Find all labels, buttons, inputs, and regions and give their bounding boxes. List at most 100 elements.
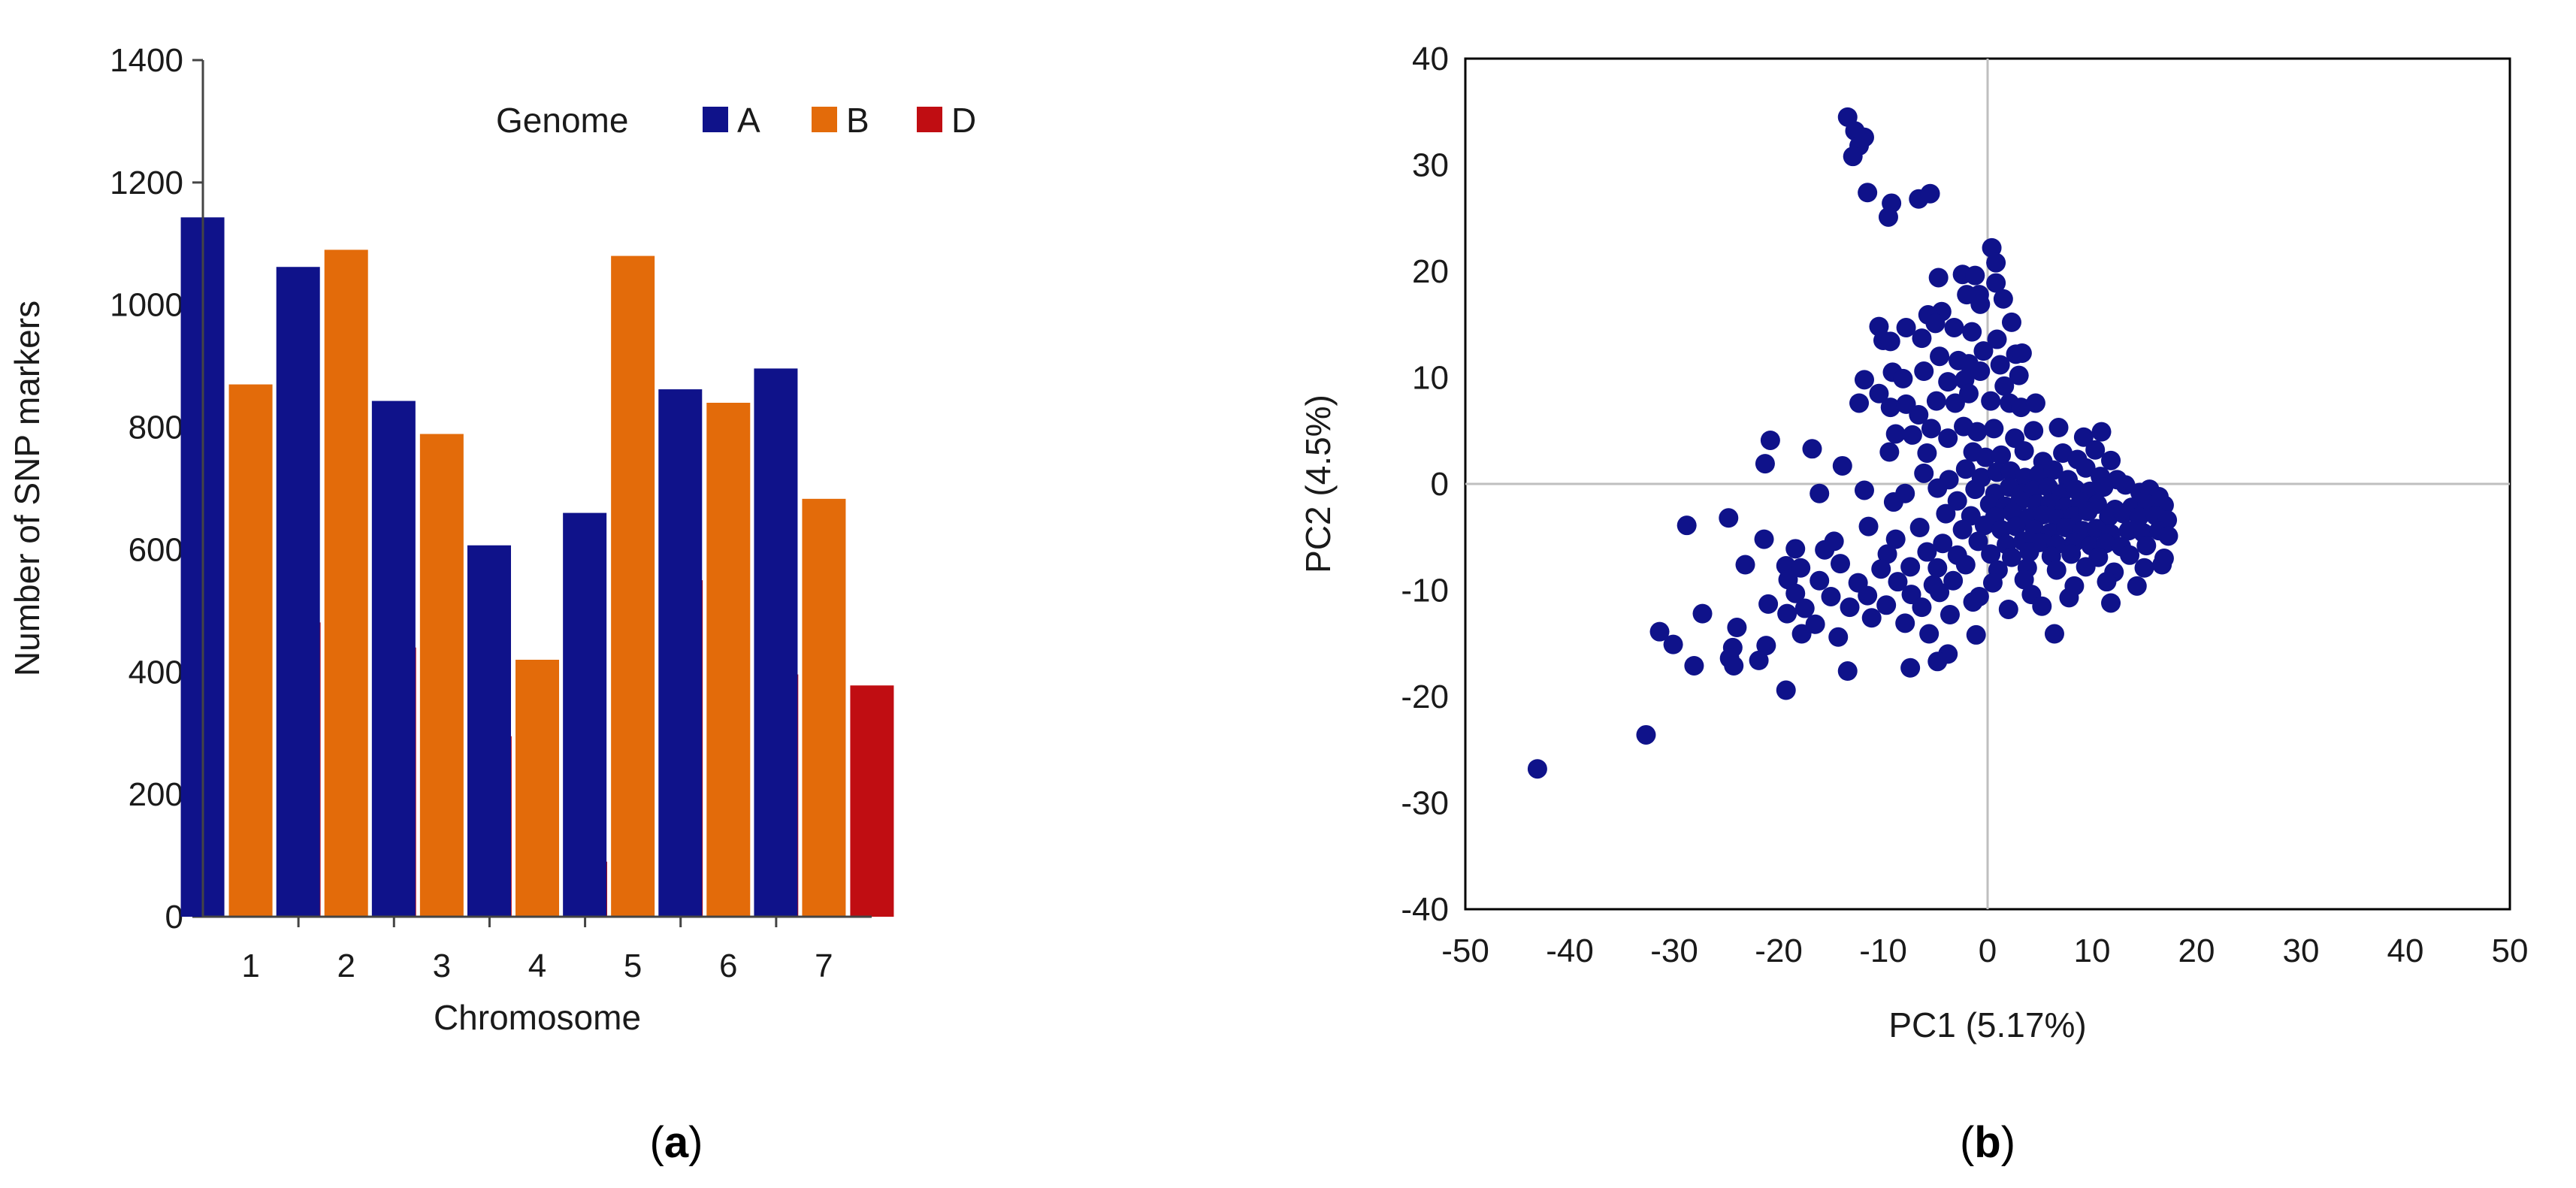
panel-label-open: ( [1960,1118,1974,1167]
scatter-point [1649,621,1670,642]
scatter-point [1965,265,1985,286]
scatter-point [1877,544,1897,564]
scatter-point [1925,313,1946,334]
x-tick-label: 30 [2283,933,2320,969]
bar-chr6-genome-B [706,403,751,917]
scatter-point [1758,594,1779,614]
y-tick-label: 30 [1412,147,1449,184]
scatter-point [1869,383,1889,404]
scatter-point [2158,526,2178,546]
y-tick-label: 800 [128,410,183,446]
panel-label-close: ) [2001,1118,2015,1167]
scatter-point [1883,492,1903,512]
scatter-point [1749,650,1769,670]
legend-swatch-B [812,107,837,132]
scatter-point [1785,539,1806,559]
scatter-point [1902,425,1922,445]
scatter-point [1938,372,1958,392]
scatter-point [1727,618,1747,638]
y-tick-label: -40 [1401,891,1449,928]
scatter-point [2044,624,2064,644]
scatter-point [2001,547,2021,567]
scatter-point [1785,583,1806,603]
scatter-point [1854,480,1874,500]
scatter-point [1777,603,1797,624]
scatter-point [1998,599,2018,619]
scatter-point [1802,439,1822,459]
scatter-point [1810,483,1830,503]
x-tick-label: 20 [2178,933,2215,969]
panel-label-b: (b) [1960,1118,2015,1167]
scatter-point [1926,391,1946,411]
scatter-point [1895,613,1915,633]
scatter-point [1692,603,1713,624]
scatter-point [2043,460,2064,480]
scatter-point [1976,447,1996,467]
y-tick-label: 1400 [110,42,183,79]
scatter-point [2046,560,2067,580]
scatter-point [1756,636,1776,656]
scatter-point [1832,455,1852,476]
y-tick-label: 1000 [110,287,183,324]
x-tick-label: -30 [1650,933,1698,969]
scatter-point [2120,545,2140,565]
scatter-point [1776,680,1796,700]
scatter-point [1993,289,2013,309]
scatter-point [2099,506,2119,527]
scatter-point [1880,398,1900,418]
scatter-point [2076,458,2096,478]
x-tick-label: -10 [1859,933,1907,969]
scatter-point [2019,542,2039,562]
scatter-point [2012,343,2032,363]
legend-swatch-D [917,107,942,132]
scatter-point [1719,508,1739,528]
scatter-point [1880,331,1900,352]
scatter-point [1919,624,1940,644]
scatter-point [1791,624,1812,644]
scatter-point [1879,442,1900,462]
scatter-point [1930,346,1950,367]
scatter-point [1805,614,1825,634]
scatter-point [2113,503,2133,524]
bar-chr4-genome-A [467,545,511,917]
legend-title: Genome [496,101,628,140]
scatter-point [1871,559,1891,579]
scatter-point [1821,586,1841,606]
y-axis-label: Number of SNP markers [8,301,47,676]
bar-chr5-genome-A [563,512,607,917]
bars [180,217,894,917]
scatter-point [1943,570,1964,591]
scatter-point [2073,427,2094,447]
bar-chr1-genome-B [228,384,273,917]
bar-chr6-genome-A [658,389,703,917]
y-axis-ticks: -40 -30 -20 -10 0 10 20 30 40 [1401,41,1449,928]
scatter-point [1986,252,2006,273]
scatter-point [1973,341,1994,361]
panel-label-close: ) [688,1118,703,1167]
scatter-point [2053,443,2073,463]
scatter-point [1938,428,1958,449]
scatter-point [1936,503,1956,524]
y-tick-label: 600 [128,531,183,568]
scatter-points [1527,107,2178,779]
bar-chr2-genome-A [276,267,320,917]
x-tick-label: 4 [528,948,546,984]
y-axis-ticks: 0 200 400 600 800 1000 1200 1400 [110,42,203,936]
scatter-point [1982,573,2003,593]
x-tick-label: 2 [337,948,355,984]
bar-chr3-genome-B [419,434,464,917]
legend: Genome A B D [496,101,976,140]
x-axis-label: PC1 (5.17%) [1888,1005,2086,1044]
scatter-point [1849,393,1870,413]
scatter-point [1735,555,1755,575]
scatter-point [1858,516,1879,537]
x-tick-label: -40 [1546,933,1594,969]
scatter-point [1952,519,1973,540]
panel-label-a: (a) [650,1118,703,1167]
scatter-point [1917,542,1937,562]
y-tick-label: 40 [1412,41,1449,77]
scatter-point [1878,207,1898,227]
scatter-point [1994,376,2015,396]
y-tick-label: -10 [1401,573,1449,609]
